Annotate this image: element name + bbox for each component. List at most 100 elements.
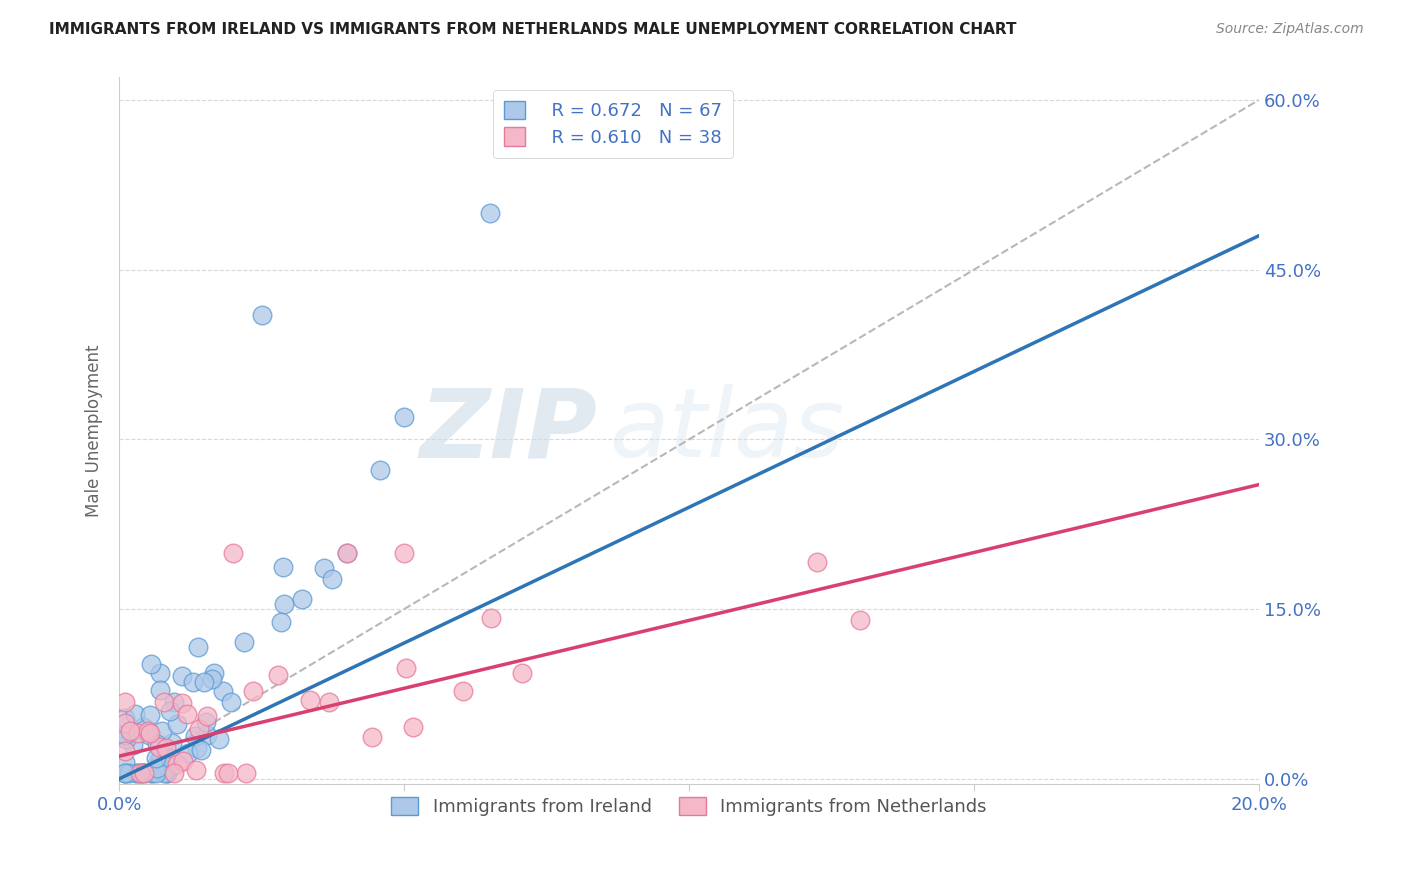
Point [115,731,138,746]
Point [336,545,359,559]
Point [392,545,415,559]
Point [114,715,136,730]
Point [176,707,198,722]
Point [195,715,218,730]
Point [156,766,179,780]
Point [139,766,162,780]
Point [134,766,156,780]
Point [195,728,218,742]
Point [134,765,156,780]
Point [184,729,207,743]
Point [250,308,273,322]
Point [127,726,149,740]
Point [479,610,502,624]
Point [125,766,148,780]
Point [314,561,336,575]
Point [150,750,173,764]
Point [155,754,177,768]
Point [172,754,194,768]
Point [122,738,145,752]
Point [149,682,172,697]
Point [139,657,162,671]
Point [195,709,218,723]
Point [170,668,193,682]
Point [166,717,188,731]
Point [148,755,170,769]
Point [114,727,136,741]
Point [242,684,264,698]
Point [212,766,235,780]
Point [177,746,200,760]
Point [219,696,242,710]
Point [114,755,136,769]
Point [361,730,384,744]
Point [202,666,225,681]
Point [159,750,181,764]
Point [368,463,391,477]
Point [127,766,149,780]
Point [159,704,181,718]
Point [162,766,184,780]
Point [149,665,172,680]
Legend: Immigrants from Ireland, Immigrants from Netherlands: Immigrants from Ireland, Immigrants from… [382,788,995,825]
Point [395,661,418,675]
Point [298,693,321,707]
Point [118,766,141,780]
Point [146,761,169,775]
Point [318,694,340,708]
Point [478,206,501,220]
Point [271,560,294,574]
Point [402,720,425,734]
Point [170,696,193,710]
Point [201,672,224,686]
Y-axis label: Male Unemployment: Male Unemployment [86,344,103,517]
Point [267,667,290,681]
Point [181,674,204,689]
Point [270,615,292,629]
Point [139,707,162,722]
Point [114,766,136,780]
Point [222,545,245,559]
Point [129,766,152,780]
Point [114,766,136,780]
Point [136,723,159,738]
Point [148,739,170,754]
Point [131,766,153,780]
Point [187,722,209,736]
Point [114,766,136,780]
Point [806,555,828,569]
Point [124,707,146,722]
Point [392,409,415,424]
Point [114,711,136,725]
Point [155,741,177,756]
Point [186,763,208,777]
Text: Source: ZipAtlas.com: Source: ZipAtlas.com [1216,22,1364,37]
Point [131,720,153,734]
Point [217,766,239,780]
Point [138,728,160,742]
Text: IMMIGRANTS FROM IRELAND VS IMMIGRANTS FROM NETHERLANDS MALE UNEMPLOYMENT CORRELA: IMMIGRANTS FROM IRELAND VS IMMIGRANTS FR… [49,22,1017,37]
Point [152,766,174,780]
Point [190,743,212,757]
Point [336,545,359,559]
Point [118,723,141,738]
Point [453,683,475,698]
Text: ZIP: ZIP [420,384,598,477]
Point [208,732,231,747]
Point [232,635,254,649]
Point [160,736,183,750]
Point [138,726,160,740]
Point [187,640,209,655]
Point [166,756,188,771]
Point [146,737,169,751]
Point [153,695,176,709]
Point [162,695,184,709]
Point [273,597,295,611]
Point [849,614,872,628]
Point [114,744,136,758]
Point [211,683,233,698]
Point [156,766,179,780]
Point [141,766,163,780]
Point [510,666,533,681]
Point [159,760,181,774]
